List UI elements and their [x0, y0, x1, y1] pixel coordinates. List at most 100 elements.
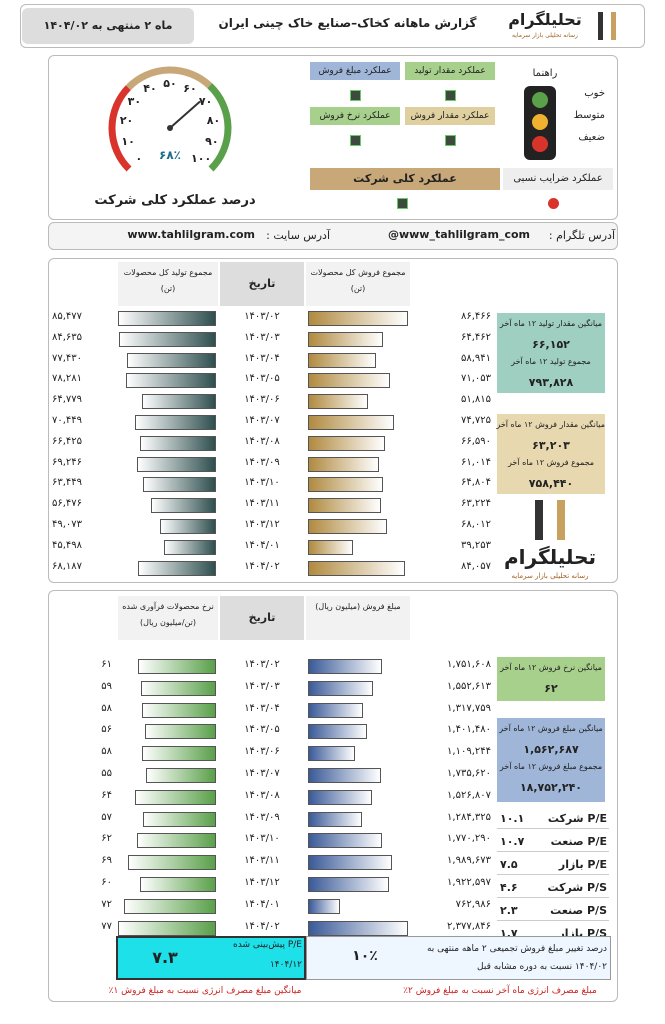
- logo: [598, 12, 616, 40]
- bar: [308, 702, 364, 718]
- footer-right: مبلغ مصرف انرژی ماه آخر نسبت به مبلغ فرو…: [403, 986, 597, 996]
- gauge-value: ۶۸٪: [159, 148, 181, 162]
- bar: [308, 352, 377, 368]
- info-text: ۷۵۸,۴۴۰: [528, 477, 574, 490]
- ratio-label: P/S شرکت: [547, 881, 607, 894]
- bar: [134, 789, 216, 805]
- date-cell: ۱۴۰۳/۰۵: [244, 724, 280, 736]
- bar: [308, 877, 389, 892]
- value-cell: ۵۶,۴۷۶: [52, 498, 83, 510]
- bar: [308, 833, 383, 849]
- value-cell: ۱,۲۸۴,۳۲۵: [447, 811, 491, 823]
- date-cell: ۱۴۰۳/۱۱: [244, 498, 280, 510]
- value-cell: ۶۹: [101, 855, 112, 867]
- info-text: مجموع مبلغ فروش ۱۲ ماه آخر: [499, 762, 603, 771]
- gauge-tick: ۴۰: [143, 81, 157, 95]
- info-text: مجموع تولید ۱۲ ماه آخر: [511, 357, 591, 366]
- value-cell: ۱,۵۲۶,۸۰۷: [447, 789, 491, 801]
- bar: [142, 746, 216, 762]
- bar: [144, 724, 216, 740]
- value-cell: ۲,۳۷۷,۸۴۶: [447, 920, 491, 932]
- ratio-value: ۱۰.۷: [500, 835, 525, 848]
- value-cell: ۵۶: [101, 724, 112, 736]
- date-cell: ۱۴۰۳/۰۴: [244, 702, 280, 714]
- bar: [163, 539, 216, 555]
- perf-indicator: [445, 90, 456, 101]
- telegram: @www_tahlilgram_com: [387, 228, 530, 241]
- date-cell: ۱۴۰۳/۰۲: [244, 659, 280, 670]
- ratio-row: [497, 900, 609, 921]
- ratio-value: ۱۰.۱: [500, 812, 525, 825]
- ratio-row: [497, 831, 609, 852]
- forecast-label: P/E پیش‌بینی شده: [233, 940, 302, 950]
- date-cell: ۱۴۰۳/۰۵: [244, 373, 280, 385]
- perf-label: عملکرد مبلغ فروش: [310, 62, 400, 80]
- period-box: ماه ۲ منتهی به ۱۴۰۴/۰۲: [22, 8, 194, 44]
- perf-label: عملکرد مقدار تولید: [405, 62, 495, 80]
- change-value: ۱۰٪: [352, 948, 378, 964]
- bar: [142, 702, 216, 718]
- date-cell: ۱۴۰۴/۰۲: [244, 920, 280, 932]
- date-cell: ۱۴۰۴/۰۲: [244, 560, 280, 572]
- brand: تحلیلگرام: [508, 10, 582, 29]
- bar: [308, 724, 367, 740]
- value-cell: ۷۸,۲۸۱: [52, 373, 83, 385]
- perf-indicator: [350, 135, 361, 146]
- site-label: آدرس سایت :: [266, 229, 330, 242]
- footer-left: میانگین مبلغ مصرف انرژی نسبت به مبلغ فرو…: [108, 986, 302, 996]
- bar: [308, 373, 391, 389]
- ratio-label: P/S صنعت: [550, 904, 607, 917]
- gauge-needle: [169, 100, 201, 129]
- info-text: ۷۹۳,۸۲۸: [528, 376, 574, 389]
- bar: [141, 394, 216, 410]
- value-cell: ۱,۳۱۷,۷۵۹: [447, 702, 491, 714]
- bar: [308, 539, 354, 555]
- gauge-tick: ۲۰: [119, 114, 134, 128]
- value-cell: ۵۸: [101, 702, 112, 714]
- value-cell: ۱,۷۳۵,۶۲۰: [447, 768, 491, 779]
- ratio-row: [497, 808, 609, 829]
- value-cell: ۵۱,۸۱۵: [460, 394, 491, 406]
- value-cell: ۵۹: [101, 680, 112, 692]
- gauge-tick: ۹۰: [205, 134, 219, 148]
- date-cell: ۱۴۰۴/۰۱: [244, 539, 280, 551]
- gauge-arc: [108, 85, 132, 172]
- bar: [118, 331, 216, 347]
- date-cell: ۱۴۰۳/۰۲: [244, 311, 280, 322]
- bar: [137, 833, 216, 849]
- change-text: درصد تغییر مبلغ فروش تجمیعی ۲ ماهه منتهی…: [426, 944, 607, 972]
- value-cell: ۷۶۲,۹۸۶: [455, 898, 491, 910]
- bar: [128, 855, 216, 871]
- bar: [135, 415, 216, 430]
- header-cell: تاریخ: [220, 596, 304, 640]
- date-cell: ۱۴۰۳/۱۰: [244, 833, 280, 845]
- summary-panel: [48, 55, 618, 220]
- value-cell: ۶۴,۴۶۲: [460, 331, 491, 343]
- date-cell: ۱۴۰۳/۰۳: [244, 680, 280, 692]
- info-box: [497, 657, 605, 701]
- value-cell: ۸۵,۴۷۷: [52, 311, 83, 322]
- date-cell: ۱۴۰۳/۱۱: [244, 855, 280, 867]
- bar: [308, 920, 408, 936]
- value-cell: ۸۴,۰۵۷: [460, 560, 491, 572]
- light: [532, 92, 548, 108]
- bar: [308, 768, 381, 783]
- bar: [118, 311, 216, 326]
- value-cell: ۴۹,۰۷۳: [52, 519, 83, 530]
- value-cell: ۱,۷۵۱,۶۰۸: [447, 659, 491, 670]
- info-text: ۶۶,۱۵۲: [532, 338, 570, 351]
- date-cell: ۱۴۰۳/۰۸: [244, 789, 280, 801]
- overall-label: عملکرد کلی شرکت: [310, 168, 500, 190]
- gauge-tick: ۳۰: [127, 95, 142, 109]
- value-cell: ۸۶,۴۶۶: [460, 311, 491, 322]
- bar: [308, 477, 383, 493]
- value-cell: ۶۹,۲۴۶: [52, 456, 83, 468]
- value-cell: ۷۷: [101, 920, 112, 932]
- ratios-indicator: [548, 198, 559, 209]
- date-cell: ۱۴۰۳/۰۶: [244, 394, 280, 406]
- bar: [140, 680, 216, 696]
- bar: [151, 498, 216, 514]
- gauge-tick: ۱۰: [121, 134, 135, 148]
- forecast-box: [116, 936, 306, 980]
- bar: [137, 560, 216, 576]
